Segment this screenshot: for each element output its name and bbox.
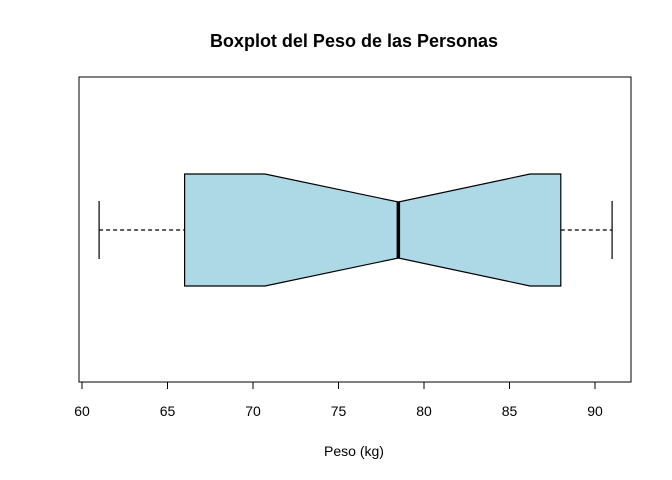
x-axis-label: Peso (kg) bbox=[324, 443, 384, 459]
notched-box bbox=[184, 173, 562, 287]
x-tick-label-80: 80 bbox=[416, 403, 432, 419]
chart-title: Boxplot del Peso de las Personas bbox=[210, 31, 498, 51]
x-tick-label-85: 85 bbox=[502, 403, 518, 419]
x-tick-label-75: 75 bbox=[331, 403, 347, 419]
x-axis: 60 65 70 75 80 85 90 bbox=[74, 381, 603, 419]
x-tick-label-65: 65 bbox=[160, 403, 176, 419]
x-tick-label-70: 70 bbox=[245, 403, 261, 419]
x-tick-label-90: 90 bbox=[587, 403, 603, 419]
plot-marks bbox=[98, 173, 613, 287]
x-tick-label-60: 60 bbox=[74, 403, 90, 419]
